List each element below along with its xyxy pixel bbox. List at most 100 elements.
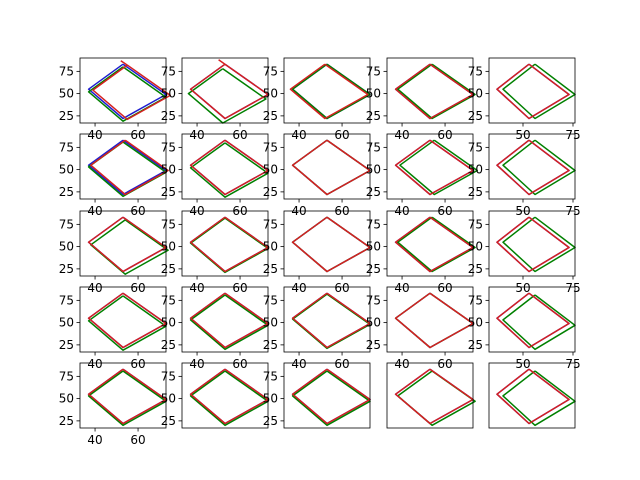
axes-frame	[79, 362, 167, 429]
series-line-red-tail	[120, 60, 128, 66]
y-tick-label: 50	[366, 240, 381, 254]
x-tick-label: 60	[334, 281, 349, 295]
y-tick-label: 25	[366, 338, 381, 352]
x-tick-label: 50	[515, 128, 530, 142]
subplot-r4-c4: 25 50 75 40 60	[366, 286, 474, 371]
x-tick-label: 50	[515, 357, 530, 371]
x-tick-label: 40	[291, 128, 306, 142]
axes-frame	[488, 362, 576, 429]
x-tick-label: 60	[437, 357, 452, 371]
x-tick-label: 40	[291, 281, 306, 295]
subplot-r4-c5: 25 50 75 50 75	[468, 286, 581, 371]
series-line-blue	[189, 139, 269, 196]
x-tick-label: 75	[565, 128, 580, 142]
y-tick-label: 50	[263, 163, 278, 177]
series-line-red	[289, 63, 369, 120]
series-line-red	[87, 368, 167, 425]
series-line-red	[90, 139, 169, 196]
series-line-green	[87, 66, 167, 122]
subplot-r4-c2: 25 50 75 40 60	[161, 286, 269, 371]
y-tick-label: 50	[263, 392, 278, 406]
x-tick-label: 40	[394, 357, 409, 371]
axes-frame	[79, 57, 167, 124]
axes-frame	[488, 57, 576, 124]
y-tick-label: 50	[263, 316, 278, 330]
y-tick-label: 75	[263, 217, 278, 231]
axes-frame	[181, 133, 269, 200]
series-line-red	[496, 292, 570, 349]
y-tick-label: 75	[468, 140, 483, 154]
subplot-r5-c4	[386, 362, 476, 429]
series-line-red	[496, 216, 570, 273]
axes-frame	[283, 210, 371, 277]
series-line-blue	[291, 368, 371, 425]
y-tick-label: 75	[263, 64, 278, 78]
x-tick-label: 60	[232, 357, 247, 371]
y-tick-label: 75	[468, 293, 483, 307]
series-line-blue	[496, 368, 570, 425]
subplot-r3-c4: 25 50 75 40 60	[366, 210, 476, 295]
y-tick-label: 50	[468, 163, 483, 177]
y-tick-label: 50	[263, 87, 278, 101]
x-tick-label: 40	[394, 281, 409, 295]
subplot-r5-c3: 25 50 75	[263, 362, 371, 429]
axes-frame	[283, 286, 371, 353]
series-line-red	[291, 216, 371, 273]
subplot-r1-c2: 25 50 75 40 60	[161, 57, 269, 142]
y-tick-label: 50	[161, 316, 176, 330]
y-tick-label: 25	[468, 338, 483, 352]
axes-frame	[181, 362, 269, 429]
series-line-green	[90, 219, 169, 275]
y-tick-label: 75	[468, 64, 483, 78]
series-line-blue	[394, 368, 474, 425]
series-line-red	[291, 368, 371, 425]
series-line-green	[502, 216, 576, 273]
axes-frame	[181, 286, 269, 353]
y-tick-label: 50	[468, 87, 483, 101]
series-line-red-tail	[218, 59, 226, 65]
series-line-red	[394, 63, 474, 120]
y-tick-label: 75	[366, 64, 381, 78]
y-tick-label: 25	[468, 262, 483, 276]
y-tick-label: 75	[366, 217, 381, 231]
axes-frame	[283, 57, 371, 124]
series-line-green	[87, 295, 167, 351]
x-tick-label: 50	[515, 281, 530, 295]
series-line-green	[394, 292, 474, 349]
axes-frame	[79, 210, 167, 277]
subplot-r1-c1: 25 50 75 40 60	[59, 57, 172, 142]
y-tick-label: 75	[263, 293, 278, 307]
x-tick-label: 40	[87, 357, 102, 371]
series-line-blue	[291, 216, 371, 273]
y-tick-label: 50	[366, 163, 381, 177]
axes-frame	[283, 133, 371, 200]
y-tick-label: 50	[468, 240, 483, 254]
x-tick-label: 40	[189, 128, 204, 142]
series-line-red	[496, 63, 570, 120]
series-line-green	[291, 63, 371, 120]
axes-frame	[79, 133, 167, 200]
y-tick-label: 25	[161, 262, 176, 276]
x-tick-label: 40	[87, 281, 102, 295]
x-tick-label: 60	[130, 128, 145, 142]
series-line-blue	[189, 63, 269, 120]
axes-frame	[488, 286, 576, 353]
series-line-blue	[496, 216, 570, 273]
y-tick-label: 50	[263, 240, 278, 254]
series-line-red	[394, 292, 474, 349]
series-line-green	[189, 217, 269, 274]
y-tick-label: 75	[161, 64, 176, 78]
y-tick-label: 25	[59, 109, 74, 123]
y-tick-label: 75	[161, 369, 176, 383]
series-line-blue	[394, 292, 474, 349]
x-tick-label: 60	[232, 128, 247, 142]
y-tick-label: 50	[59, 240, 74, 254]
y-tick-label: 75	[59, 217, 74, 231]
axes-frame	[181, 57, 269, 124]
y-tick-label: 25	[263, 414, 278, 428]
series-line-red	[291, 139, 371, 196]
series-line-blue	[496, 139, 570, 196]
subplot-r3-c1: 25 50 75 40 60	[59, 210, 169, 295]
series-line-red	[496, 368, 570, 425]
